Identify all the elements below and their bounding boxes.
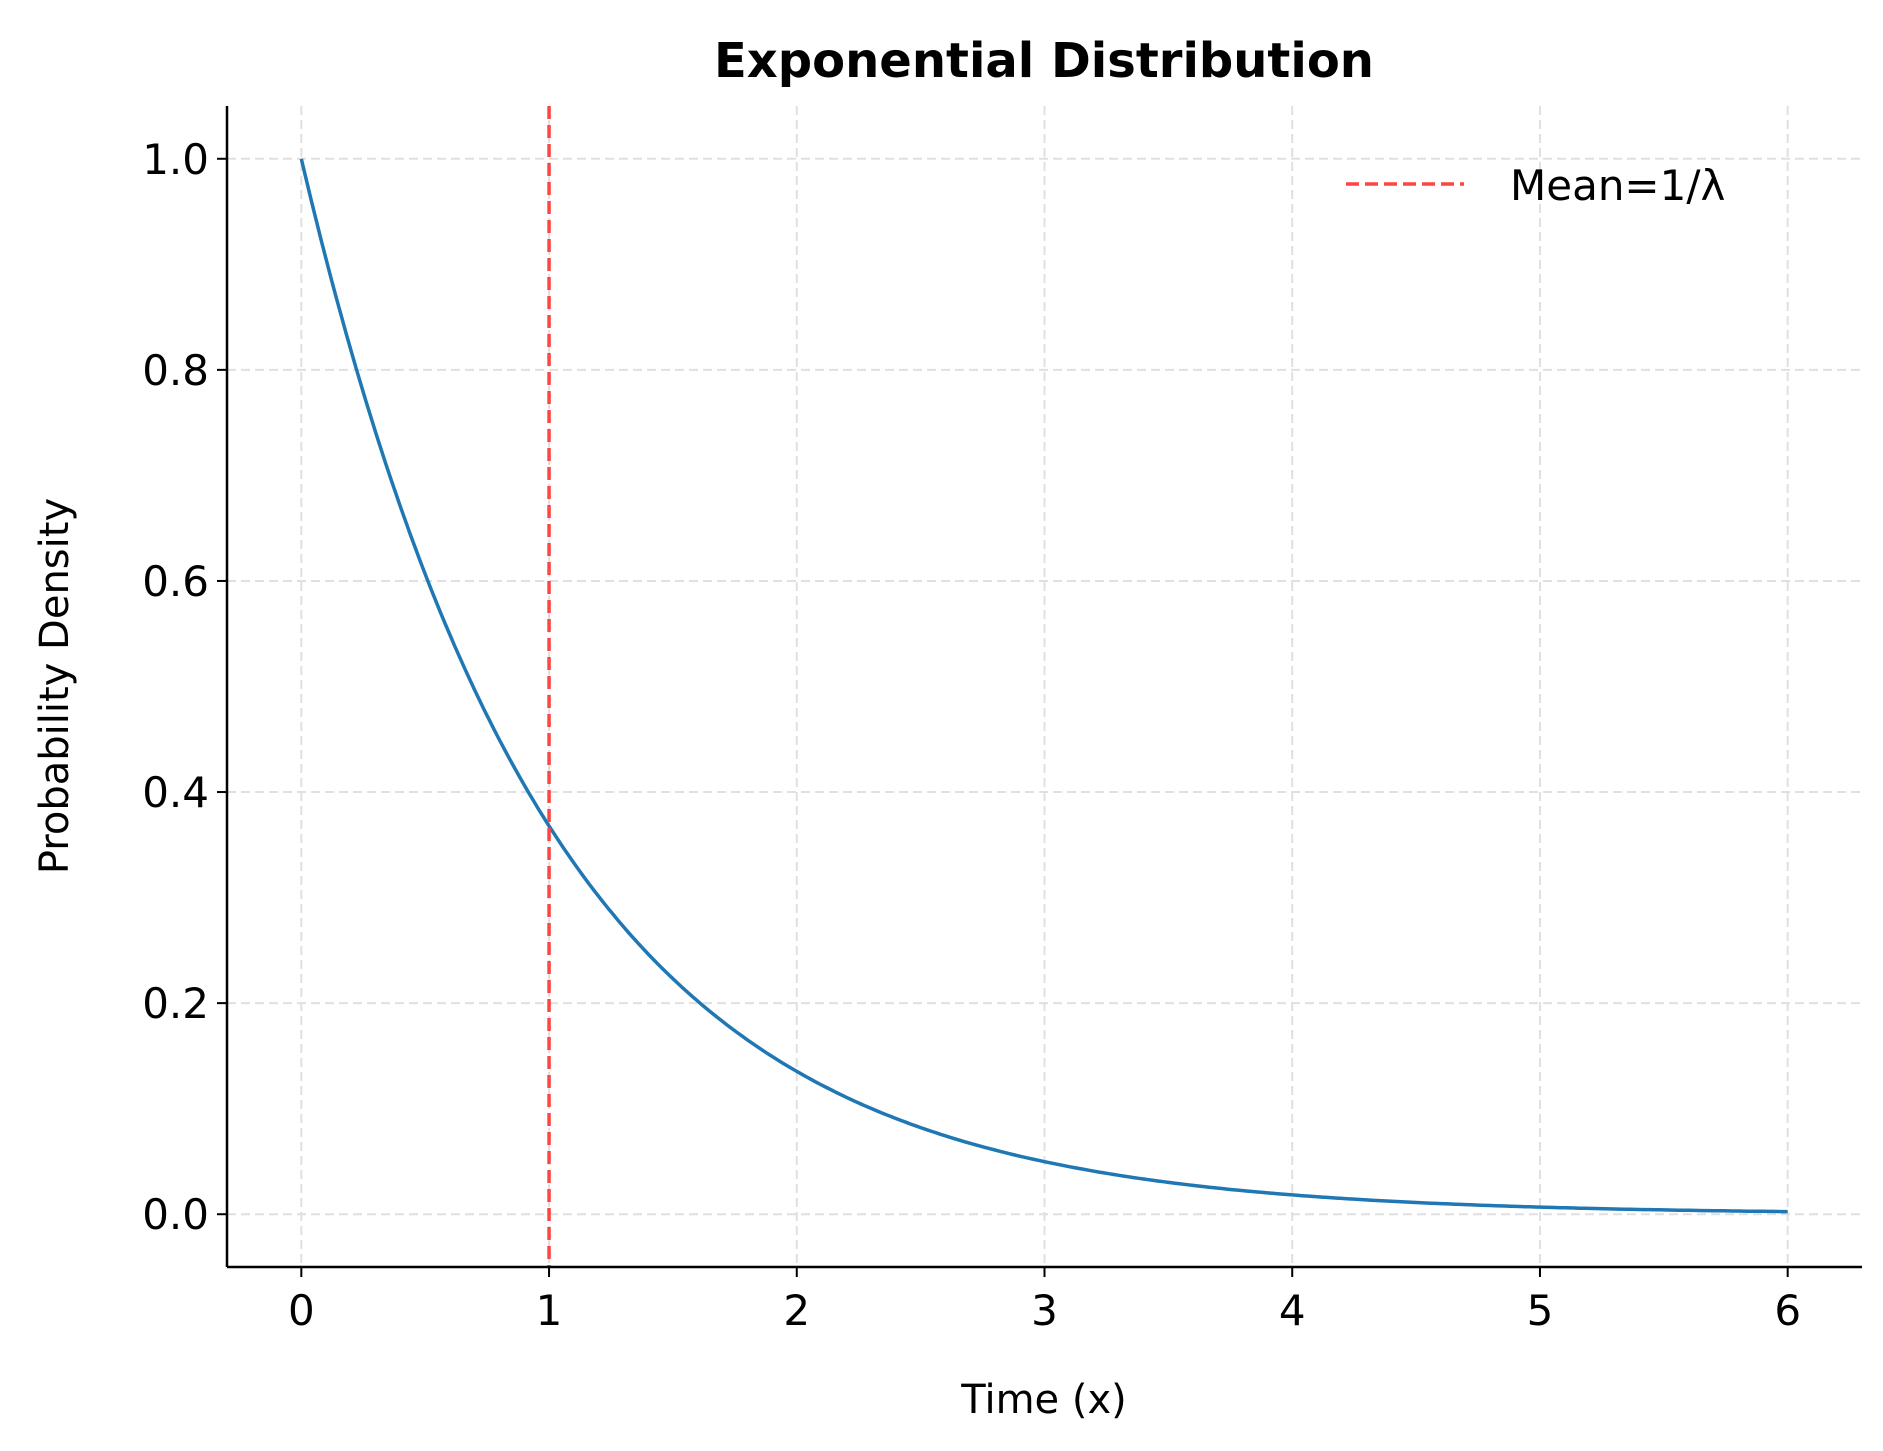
x-tick-label: 2: [783, 1286, 810, 1335]
legend: Mean=1/λ: [1346, 161, 1725, 210]
x-tick-label: 6: [1774, 1286, 1801, 1335]
x-axis-label: Time (x): [960, 1377, 1127, 1423]
chart-title: Exponential Distribution: [714, 33, 1374, 89]
y-tick-label: 0.8: [142, 346, 209, 395]
x-tick-label: 4: [1279, 1286, 1306, 1335]
axes: 0 1 2 3 4 5 6 0.0 0.2 0.4 0.6 0.8 1.0: [142, 106, 1862, 1335]
x-tick-label: 3: [1031, 1286, 1058, 1335]
x-tick-label: 1: [536, 1286, 563, 1335]
y-tick-label: 0.6: [142, 557, 209, 606]
marks: [299, 106, 1788, 1267]
x-tick-label: 0: [288, 1286, 315, 1335]
y-tick-label: 0.4: [142, 768, 209, 817]
y-tick-label: 1.0: [142, 135, 209, 184]
pdf-curve: [299, 158, 1788, 1214]
x-tick-label: 5: [1527, 1286, 1554, 1335]
y-tick-label: 0.2: [142, 979, 209, 1028]
y-axis-label: Probability Density: [32, 498, 78, 874]
y-tick-label: 0.0: [142, 1190, 209, 1239]
grid: [227, 106, 1862, 1267]
legend-label-mean: Mean=1/λ: [1510, 161, 1725, 210]
